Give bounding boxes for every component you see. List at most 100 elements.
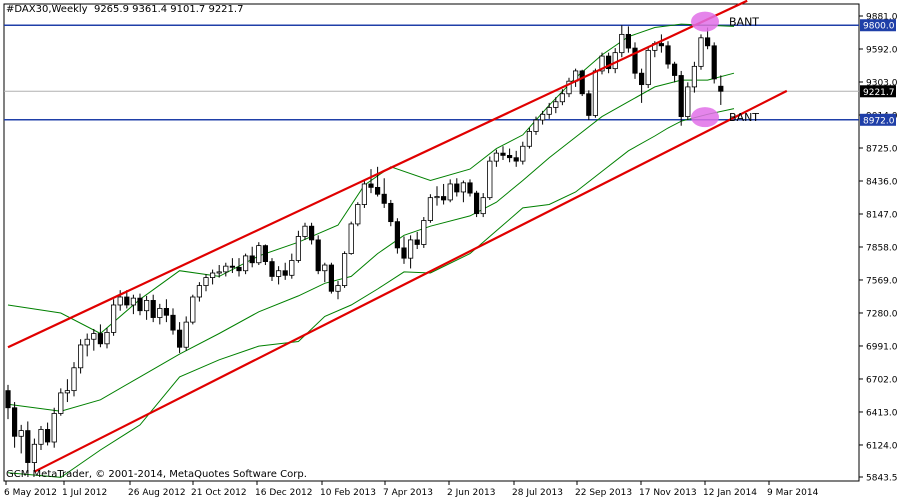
- candle-body: [176, 329, 183, 348]
- candle-body: [269, 261, 275, 277]
- channel-upper-line: [7, 0, 748, 349]
- candle-body: [388, 202, 394, 223]
- candle-body: [229, 265, 235, 268]
- candle-body: [348, 223, 354, 255]
- level-price-label: 8972.0: [863, 116, 895, 126]
- bollinger-lower: [7, 108, 735, 478]
- candle-body: [658, 43, 665, 47]
- candle-body: [25, 430, 31, 463]
- candle-body: [78, 344, 84, 369]
- ohlc-label: 9265.9 9361.4 9101.7 9221.7: [93, 4, 244, 15]
- candle-body: [705, 37, 711, 47]
- y-tick-label: 8147.0: [866, 210, 898, 220]
- candle-body: [526, 131, 533, 147]
- candle-body: [361, 183, 368, 205]
- candle-body: [64, 390, 70, 394]
- candle-body: [447, 183, 453, 201]
- bollinger-middle: [7, 72, 735, 412]
- candle-body: [196, 285, 202, 298]
- chart-title: #DAX30,Weekly 9265.9 9361.4 9101.7 9221.…: [6, 4, 243, 15]
- candle-body: [91, 333, 97, 340]
- candle-body: [163, 308, 169, 316]
- candle-body: [394, 221, 401, 249]
- candle-body: [698, 37, 704, 67]
- candle-body: [645, 49, 651, 86]
- candle-body: [678, 75, 684, 117]
- candle-body: [249, 255, 255, 264]
- candle-body: [540, 113, 546, 121]
- candle-body: [421, 220, 427, 245]
- candle-body: [440, 196, 447, 201]
- y-tick-label: 6413.0: [866, 408, 898, 418]
- candle-body: [619, 33, 625, 54]
- x-tick-label: 2 Jun 2013: [447, 488, 495, 498]
- candle-body: [97, 333, 103, 345]
- bollinger-upper: [7, 23, 735, 335]
- candle-body: [513, 157, 519, 162]
- plot-frame: [3, 3, 860, 482]
- candle-body: [632, 47, 638, 74]
- candle-body: [546, 107, 552, 115]
- candle-body: [493, 152, 500, 162]
- candle-body: [51, 413, 57, 443]
- candle-body: [559, 93, 566, 103]
- symbol-label: #DAX30,Weekly: [6, 4, 88, 15]
- y-tick-label: 5843.5: [866, 474, 898, 484]
- copyright-label: GCM MetaTrader, © 2001-2014, MetaQuotes …: [6, 469, 307, 480]
- x-tick-label: 16 Dec 2012: [255, 488, 313, 498]
- candle-body: [5, 390, 11, 409]
- candle-body: [216, 271, 222, 274]
- candle-body: [355, 204, 361, 225]
- candle-body: [718, 85, 724, 92]
- candle-body: [374, 186, 381, 195]
- candle-body: [170, 314, 176, 331]
- candle-body: [11, 407, 18, 437]
- y-tick-label: 7858.0: [866, 243, 898, 253]
- level-price-label: 9800.0: [863, 22, 895, 32]
- candle-body: [124, 296, 130, 306]
- plot-area: 9881.09592.09303.09014.08725.08436.08147…: [3, 0, 898, 498]
- candle-body: [38, 429, 44, 445]
- candle-body: [150, 300, 156, 318]
- highlight-ellipse: [691, 107, 719, 128]
- candle-body: [18, 430, 24, 437]
- annotation-label: BANT: [729, 111, 759, 124]
- candle-body: [691, 65, 698, 88]
- y-tick-label: 9592.0: [866, 45, 898, 55]
- candle-body: [454, 183, 460, 193]
- x-tick-label: 12 Jan 2014: [703, 488, 757, 498]
- x-tick-label: 21 Oct 2012: [191, 488, 247, 498]
- current-price-tag: [860, 85, 896, 98]
- level-price-tag: [860, 113, 896, 126]
- candle-body: [31, 443, 38, 463]
- candle-body: [533, 119, 539, 132]
- candle-body: [209, 272, 216, 278]
- x-tick-label: 28 Jul 2013: [512, 488, 563, 498]
- candle-body: [434, 196, 440, 199]
- candle-body: [236, 266, 242, 272]
- y-tick-label: 7569.0: [866, 276, 898, 286]
- candle-body: [381, 193, 387, 204]
- candle-body: [711, 45, 717, 80]
- candle-body: [111, 304, 117, 333]
- candle-body: [104, 331, 110, 345]
- candle-body: [506, 155, 513, 159]
- candle-body: [341, 253, 348, 286]
- candle-body: [315, 239, 321, 272]
- level-price-tag: [860, 19, 896, 32]
- candle-body: [275, 270, 282, 277]
- x-tick-label: 22 Sep 2013: [575, 488, 632, 498]
- y-tick-label: 8436.0: [866, 177, 898, 187]
- candle-body: [322, 264, 328, 272]
- candle-body: [295, 236, 302, 261]
- candle-body: [427, 197, 434, 221]
- candle-body: [401, 247, 407, 259]
- candle-body: [480, 197, 486, 215]
- candle-body: [592, 70, 599, 116]
- candle-body: [137, 297, 143, 312]
- x-tick-label: 6 May 2012: [4, 488, 57, 498]
- candle-body: [500, 152, 506, 156]
- candle-body: [599, 55, 605, 72]
- y-tick-label: 9303.0: [866, 78, 898, 88]
